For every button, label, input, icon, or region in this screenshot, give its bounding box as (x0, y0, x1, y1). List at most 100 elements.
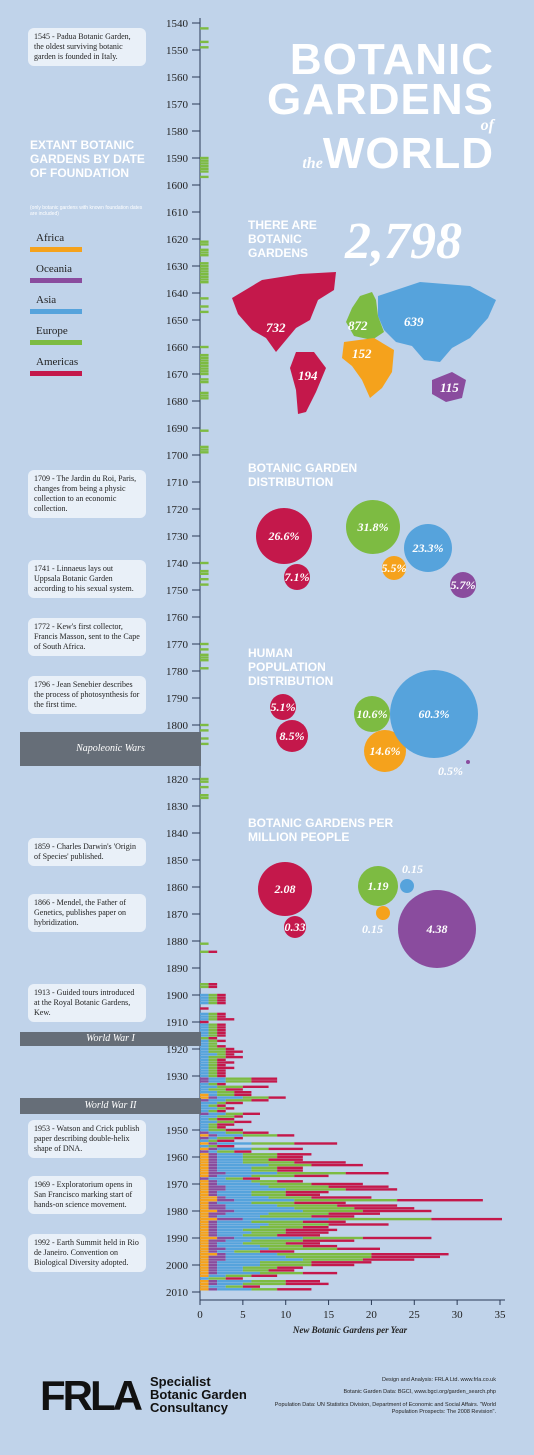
band-ww2-label: World War II (84, 1100, 137, 1111)
y-tick-label: 1700 (166, 450, 189, 462)
pm-asia: 0.15 (402, 862, 423, 876)
bar-asia-2002 (217, 1269, 243, 1272)
map-europe (346, 292, 384, 340)
bar-americas-1929 (217, 1072, 226, 1075)
bar-americas-2002 (268, 1269, 295, 1272)
bar-europe-1947 (217, 1120, 235, 1124)
bar-americas-1963 (311, 1163, 363, 1167)
bar-europe-1942 (217, 1107, 226, 1110)
bar-europe-1987 (242, 1228, 286, 1232)
bar-africa-1977 (200, 1201, 209, 1205)
bar-asia-1930 (200, 1074, 209, 1078)
bar-europe-1937 (217, 1093, 235, 1097)
bar-americas-1917 (217, 1039, 226, 1043)
bar-europe-1919 (208, 1045, 218, 1048)
bar-europe-1909 (208, 1018, 218, 1021)
bar-europe-1660 (200, 345, 209, 349)
pm-africa-dot (376, 906, 390, 920)
y-tick-label: 1930 (166, 1071, 189, 1083)
bar-oceania-1955 (208, 1142, 218, 1145)
bar-asia-2007 (217, 1282, 243, 1286)
pm-europe: 1.19 (358, 866, 398, 906)
bar-europe-1952 (242, 1134, 278, 1137)
note-1866: 1866 - Mendel, the Father of Genetics, p… (28, 894, 146, 932)
bar-americas-1954 (217, 1139, 235, 1142)
bar-africa-1959 (200, 1153, 209, 1156)
bar-oceania-1999 (208, 1261, 218, 1264)
bar-africa-2003 (200, 1271, 209, 1275)
y-tick-label: 1640 (166, 288, 189, 300)
x-tick-label: 10 (280, 1309, 292, 1321)
bar-asia-1977 (217, 1201, 252, 1205)
bar-asia-2000 (217, 1263, 260, 1267)
bar-europe-1631 (200, 267, 209, 270)
bar-americas-1978 (337, 1204, 398, 1207)
bar-africa-1982 (200, 1215, 209, 1218)
dist-south-america: 7.1% (284, 564, 310, 590)
bar-europe-1969 (251, 1180, 278, 1183)
title-of: of (480, 117, 494, 135)
bar-europe-2006 (251, 1280, 286, 1283)
bar-asia-1958 (208, 1150, 218, 1153)
bar-oceania-2000 (208, 1263, 218, 1267)
pop-oceania-dot (466, 760, 470, 764)
bar-europe-1770 (200, 642, 209, 646)
bar-asia-1992 (217, 1242, 243, 1245)
y-tick-label: 1860 (166, 882, 189, 894)
bar-oceania-1989 (208, 1234, 218, 1237)
bar-europe-1956 (208, 1145, 218, 1148)
bar-europe-1955 (251, 1142, 295, 1145)
bar-asia-1984 (217, 1220, 252, 1223)
bar-asia-1950 (200, 1128, 209, 1132)
y-tick-label: 1620 (166, 234, 189, 246)
y-tick-label: 2000 (166, 1260, 189, 1272)
bar-africa-1997 (200, 1255, 209, 1259)
bar-africa-1969 (200, 1180, 209, 1183)
bar-europe-1923 (208, 1055, 226, 1059)
bar-asia-1921 (200, 1050, 209, 1053)
bar-oceania-1982 (208, 1215, 218, 1218)
bar-europe-1820 (200, 777, 209, 781)
pm-north-america: 2.08 (258, 862, 312, 916)
bar-europe-1673 (200, 380, 209, 384)
y-tick-label: 1820 (166, 774, 189, 786)
bar-africa-2006 (200, 1280, 209, 1283)
bar-africa-1966 (200, 1172, 209, 1175)
bar-americas-1947 (234, 1120, 252, 1124)
bar-europe-1591 (200, 159, 209, 162)
bar-americas-1916 (208, 1037, 218, 1040)
y-tick-label: 1600 (166, 180, 189, 192)
bar-asia-1998 (225, 1258, 303, 1261)
distribution-heading: BOTANIC GARDEN DISTRIBUTION (248, 461, 358, 489)
bar-americas-2000 (311, 1263, 355, 1267)
bar-asia-1961 (217, 1158, 243, 1161)
bar-oceania-1957 (208, 1147, 218, 1151)
legend-swatch-oceania (30, 278, 82, 283)
bar-asia-1931 (208, 1077, 226, 1080)
bar-americas-1988 (285, 1231, 329, 1234)
bar-europe-1972 (285, 1188, 346, 1191)
bar-europe-1927 (208, 1066, 218, 1070)
bar-americas-1987 (285, 1228, 338, 1232)
bar-americas-1905 (200, 1007, 209, 1010)
bar-americas-1983 (431, 1217, 502, 1221)
bar-americas-1993 (302, 1244, 338, 1248)
bar-europe-1996 (277, 1253, 372, 1256)
bar-africa-1971 (200, 1185, 209, 1188)
page-title: BOTANIC GARDENS of theWORLD (267, 38, 494, 175)
bar-asia-1983 (242, 1217, 329, 1221)
bar-europe-1666 (200, 362, 209, 365)
legend-label-africa: Africa (36, 232, 65, 244)
bar-asia-1969 (217, 1180, 252, 1183)
bar-asia-1990 (234, 1236, 303, 1240)
bar-americas-2008 (242, 1285, 260, 1288)
bar-americas-1948 (217, 1123, 235, 1126)
bar-asia-1922 (200, 1053, 218, 1056)
bar-americas-1971 (328, 1185, 389, 1188)
bar-europe-1698 (200, 448, 209, 451)
bar-americas-1969 (277, 1180, 303, 1183)
bar-asia-1935 (200, 1088, 209, 1091)
bar-americas-1976 (397, 1199, 483, 1202)
bar-africa-2001 (200, 1266, 209, 1269)
bar-africa-1964 (200, 1166, 209, 1169)
